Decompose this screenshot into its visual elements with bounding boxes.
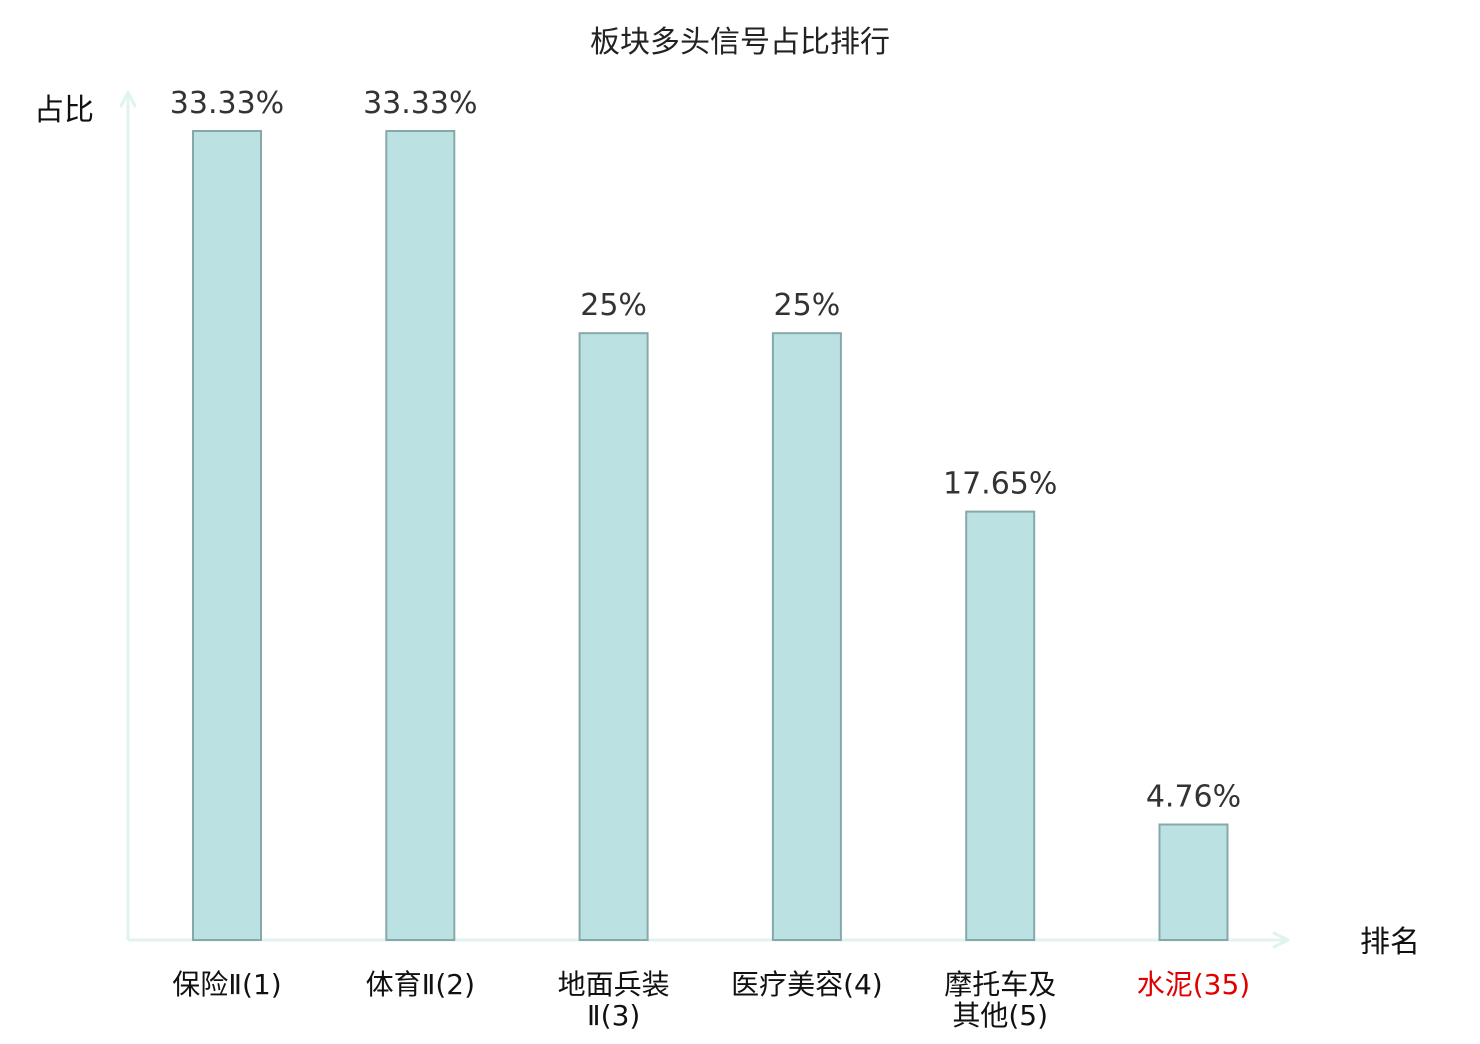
category-tick-label: 医疗美容(4): [731, 968, 883, 1001]
bar-value-label: 33.33%: [363, 86, 477, 121]
bar-value-label: 25%: [580, 288, 647, 323]
bar: [385, 130, 456, 941]
bar-value-label: 17.65%: [943, 467, 1057, 502]
category-tick-label: Ⅱ(3): [587, 999, 640, 1032]
bar-value-label: 33.33%: [170, 86, 284, 121]
value-labels-group: 33.33% 33.33% 25% 25% 17.65% 4.76%: [170, 86, 1241, 815]
category-tick-label: 体育Ⅱ(2): [366, 968, 475, 1001]
bar: [965, 510, 1036, 941]
category-tick-label: 其他(5): [952, 999, 1048, 1032]
bar: [192, 130, 262, 941]
category-tick-label: 水泥(35): [1137, 968, 1250, 1001]
category-tick-label: 保险Ⅱ(1): [172, 968, 281, 1001]
category-tick-label: 地面兵装: [558, 968, 670, 1001]
x-axis-label: 排名: [1360, 925, 1420, 960]
chart-title: 板块多头信号占比排行: [590, 25, 890, 60]
bar-value-label: 4.76%: [1146, 780, 1241, 815]
y-axis-label: 占比: [34, 93, 94, 128]
bar: [1158, 823, 1229, 941]
bar: [578, 332, 649, 941]
category-tick-label: 摩托车及: [944, 968, 1056, 1001]
bars-group: [192, 130, 1229, 941]
bar: [771, 332, 842, 941]
bar-value-label: 25%: [774, 288, 841, 323]
